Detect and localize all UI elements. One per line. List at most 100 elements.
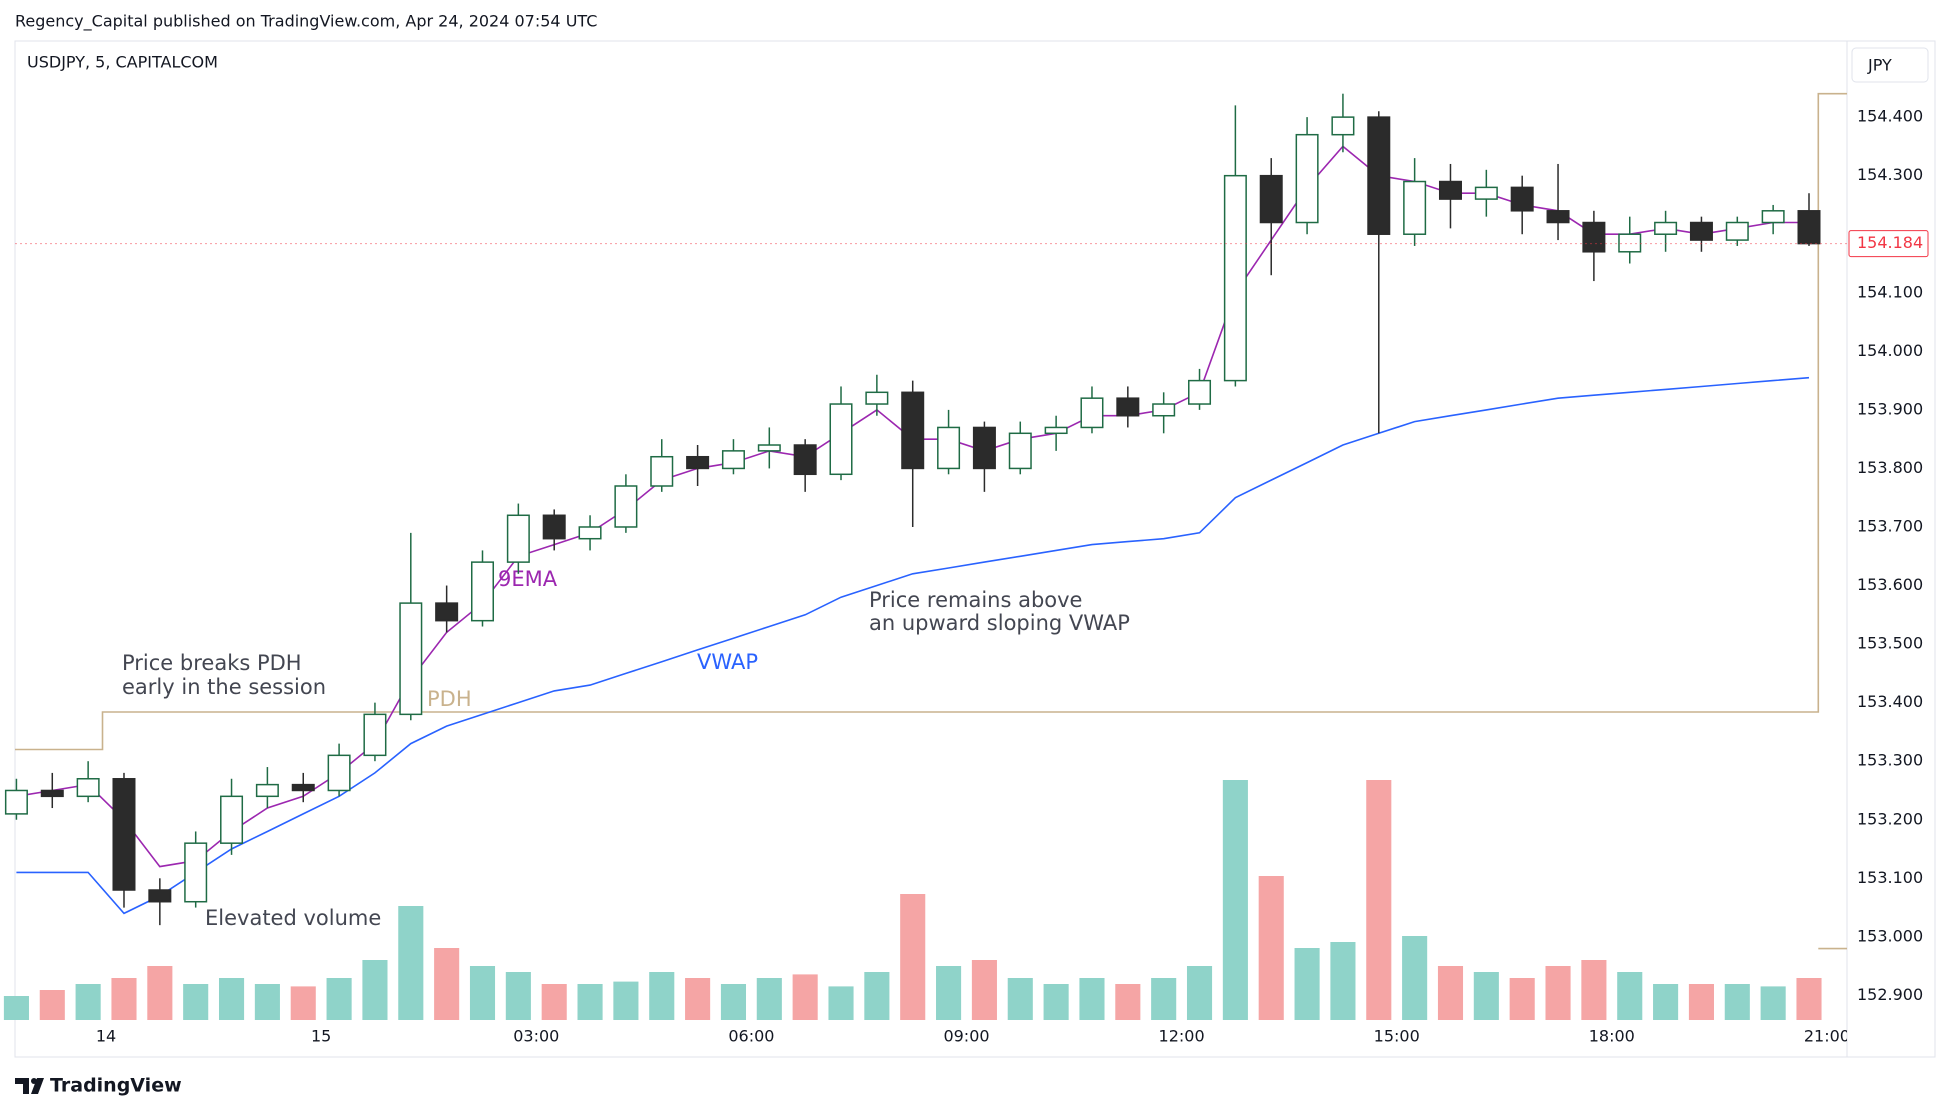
candle-body	[829, 403, 853, 476]
candle-body	[937, 426, 961, 470]
x-tick-label: 15:00	[1374, 1027, 1420, 1046]
symbol: USDJPY, 5, CAPITALCOM	[27, 53, 218, 72]
candle-body	[1223, 174, 1247, 382]
currency-box[interactable]	[1851, 47, 1929, 83]
volume-bar	[1294, 948, 1320, 1020]
x-tick-label: 12:00	[1159, 1027, 1205, 1046]
candle-body	[470, 561, 495, 622]
pdh-line	[15, 92, 1847, 950]
y-tick-label: 154.400	[1857, 107, 1923, 126]
volume-bar	[505, 972, 531, 1020]
candle-body	[291, 783, 315, 792]
volume-bar	[1688, 984, 1714, 1020]
volume-bar	[290, 986, 316, 1020]
volume-bar	[1617, 972, 1643, 1020]
candle-body	[1689, 221, 1713, 241]
candle-body	[1188, 379, 1212, 405]
volume-bar	[147, 966, 173, 1020]
brand: TradingView	[50, 1075, 182, 1097]
volume-bar	[900, 894, 926, 1020]
candle-body	[327, 754, 351, 792]
y-tick-label: 153.300	[1857, 751, 1923, 770]
candle-body	[1761, 210, 1785, 224]
volume-bar	[1366, 780, 1392, 1020]
y-tick-label: 153.700	[1857, 516, 1923, 535]
candle-body	[1546, 210, 1570, 224]
volume-bar	[1796, 978, 1822, 1020]
candle-body	[1367, 116, 1391, 235]
volume-bar	[254, 984, 280, 1020]
volume-bar	[39, 990, 65, 1020]
candle-body	[865, 391, 889, 405]
candle-body	[363, 713, 387, 757]
chart-frame	[14, 40, 1936, 1058]
candle-body	[721, 450, 745, 470]
volume-bar	[1653, 984, 1679, 1020]
candle-body	[40, 789, 64, 798]
indicator-line	[16, 376, 1810, 915]
candle-body	[1044, 426, 1068, 435]
volume-bar	[1151, 978, 1177, 1020]
volume-bar	[1222, 780, 1248, 1020]
annotation: early in the session	[122, 675, 326, 699]
currency: JPY	[1867, 56, 1892, 75]
y-tick-label: 152.900	[1857, 985, 1923, 1004]
annotation: Price breaks PDH	[122, 651, 302, 675]
volume-bar	[613, 981, 639, 1020]
volume-bar	[1115, 984, 1141, 1020]
volume-bar	[1258, 876, 1284, 1020]
annotation: an upward sloping VWAP	[869, 611, 1130, 635]
x-tick-label: 06:00	[728, 1027, 774, 1046]
x-tick-label: 15	[311, 1027, 331, 1046]
x-tick-label: 18:00	[1589, 1027, 1635, 1046]
volume-bar	[75, 984, 101, 1020]
last-price-label: 154.184	[1857, 233, 1923, 252]
candle-body	[901, 391, 925, 470]
volume-bar	[1186, 966, 1213, 1020]
volume-bar	[971, 960, 997, 1020]
volume-bar	[864, 972, 890, 1020]
volume-bar	[326, 978, 352, 1020]
ema-label: 9EMA	[498, 567, 558, 591]
candle-body	[1116, 397, 1140, 417]
candle-body	[1618, 233, 1642, 253]
volume-bar	[434, 948, 460, 1020]
volume-bar	[1079, 978, 1105, 1020]
candle-body	[1259, 174, 1283, 224]
annotation: Elevated volume	[205, 906, 381, 930]
volume-bar	[111, 978, 137, 1020]
volume-bar	[1473, 972, 1499, 1020]
vwap-label: VWAP	[697, 650, 758, 674]
y-tick-label: 153.500	[1857, 634, 1923, 653]
volume-bar	[469, 966, 496, 1020]
x-tick-label: 14	[96, 1027, 116, 1046]
y-tick-label: 154.000	[1857, 341, 1923, 360]
y-tick-label: 153.000	[1857, 926, 1923, 945]
volume-bar	[1437, 966, 1464, 1020]
candle-body	[220, 795, 244, 844]
volume-bar	[1043, 984, 1069, 1020]
y-tick-label: 154.100	[1857, 282, 1923, 301]
candle-body	[972, 426, 996, 470]
candle-body	[542, 514, 566, 540]
volume-bar	[1007, 978, 1033, 1020]
candle-body	[1403, 180, 1427, 235]
volume-bar	[1509, 978, 1535, 1020]
volume-bar	[792, 974, 818, 1020]
volume-bar	[398, 906, 424, 1020]
y-tick-label: 153.600	[1857, 575, 1923, 594]
candle-body	[506, 514, 530, 563]
volume-bar	[183, 984, 209, 1020]
volume-bar	[1581, 960, 1607, 1020]
x-tick-label: 09:00	[943, 1027, 989, 1046]
y-tick-label: 153.900	[1857, 399, 1923, 418]
volume-bar	[218, 978, 245, 1020]
candle-body	[1331, 116, 1355, 136]
candle-body	[1008, 432, 1032, 470]
logo	[15, 1078, 44, 1094]
candle-body	[757, 444, 781, 452]
volume-bar	[1724, 984, 1750, 1020]
x-tick-label: 21:00	[1804, 1027, 1850, 1046]
